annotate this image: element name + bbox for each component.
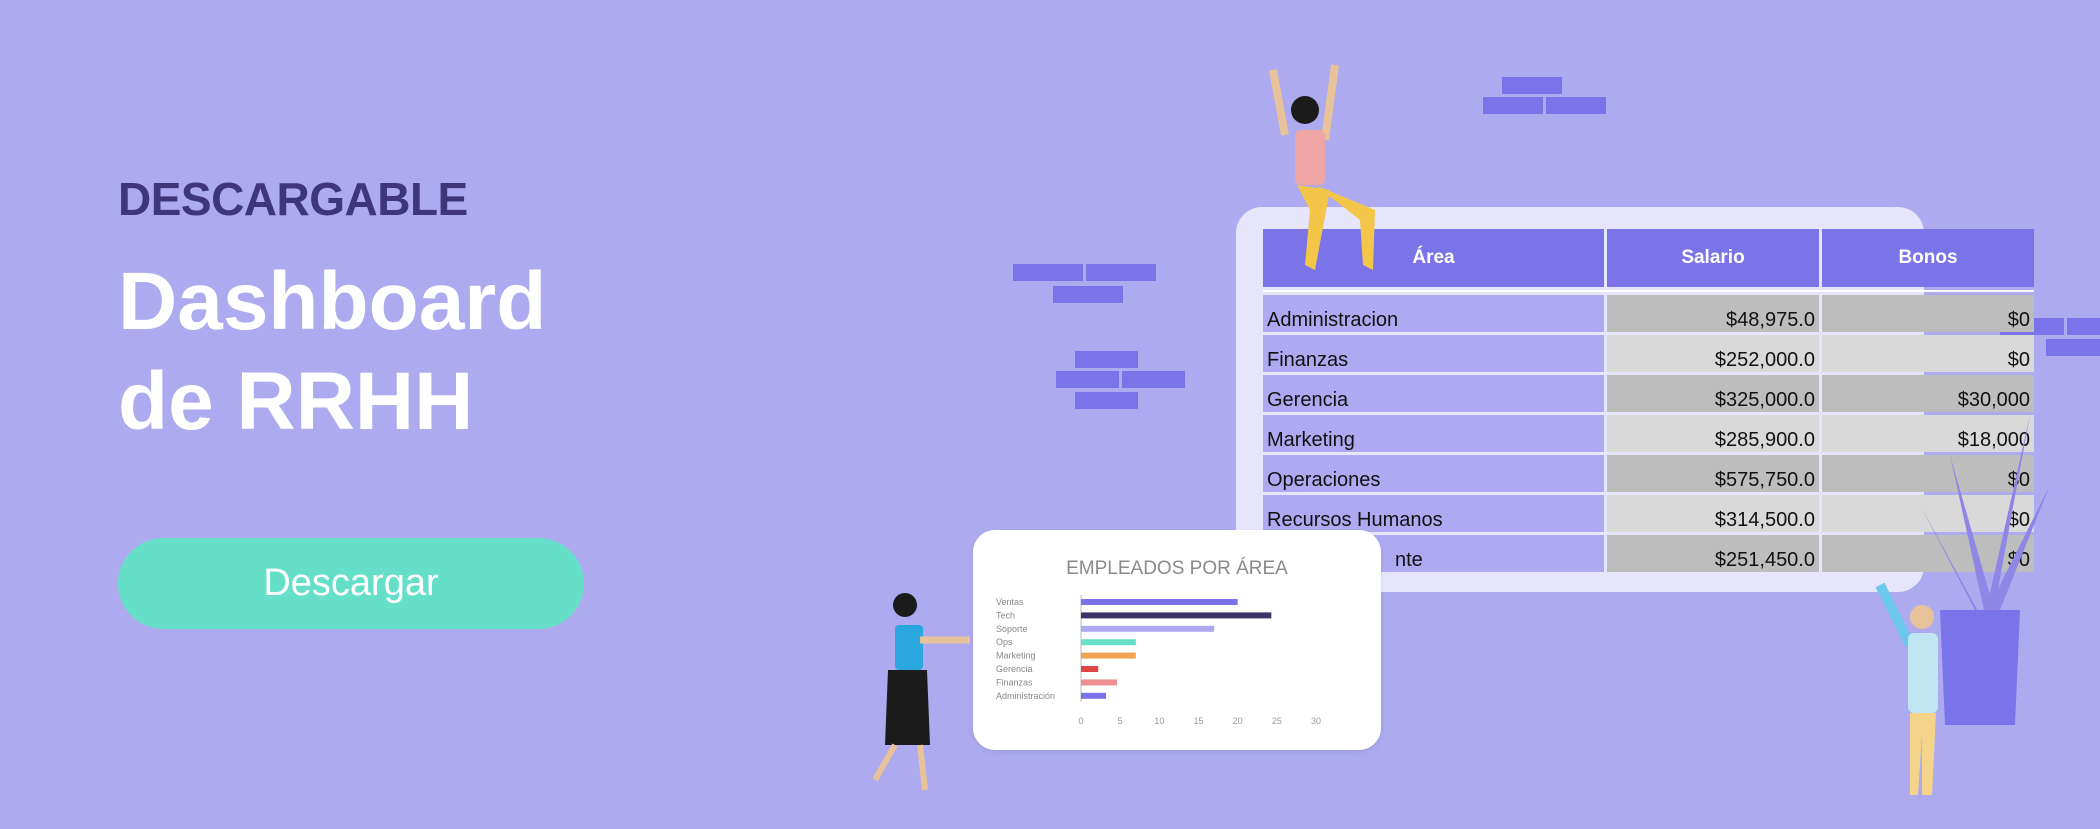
cell-bonos: $0: [1822, 335, 2034, 372]
chart-card: EMPLEADOS POR ÁREA Ventas Tech Soporte Ops M…: [973, 530, 1381, 750]
category-label: Ventas: [996, 597, 1024, 607]
cell-salario: $251,450.0: [1607, 535, 1819, 572]
bar-tech: [1081, 612, 1272, 619]
column-header-salario: Salario: [1607, 229, 1819, 287]
category-label: Soporte: [996, 624, 1028, 634]
category-label: Finanzas: [996, 677, 1033, 687]
category-label: Administración: [996, 691, 1055, 701]
column-header-bonos: Bonos: [1822, 229, 2034, 287]
cell-salario: $48,975.0: [1607, 295, 1819, 332]
cell-area: Recursos Humanos: [1263, 495, 1604, 532]
table-row: Gerencia $325,000.0 $30,000: [1263, 375, 2034, 412]
table-row: Recursos Humanos $314,500.0 $0: [1263, 495, 2034, 532]
plant-illustration: [1920, 415, 2050, 725]
cell-salario: $252,000.0: [1607, 335, 1819, 372]
cell-salario: $575,750.0: [1607, 455, 1819, 492]
category-label: Marketing: [996, 651, 1036, 661]
table-row: Marketing $285,900.0 $18,000: [1263, 415, 2034, 452]
category-label: Tech: [996, 610, 1015, 620]
woman-sitting-illustration: [1269, 64, 1375, 270]
cell-area: Finanzas: [1263, 335, 1604, 372]
x-tick-label: 5: [1118, 716, 1123, 726]
download-button[interactable]: Descargar: [118, 538, 584, 629]
title-line-2: de RRHH: [118, 356, 474, 447]
table-row: Operaciones $575,750.0 $0: [1263, 455, 2034, 492]
cell-area: Administracion: [1263, 295, 1604, 332]
table-row: Administracion $48,975.0 $0: [1263, 295, 2034, 332]
cell-area: Marketing: [1263, 415, 1604, 452]
man-standing-illustration: [1875, 582, 1938, 795]
x-tick-label: 15: [1193, 716, 1203, 726]
x-tick-label: 25: [1272, 716, 1282, 726]
cell-bonos: $0: [1822, 295, 2034, 332]
cell-salario: $325,000.0: [1607, 375, 1819, 412]
x-tick-label: 20: [1233, 716, 1243, 726]
cell-area: Gerencia: [1263, 375, 1604, 412]
woman-standing-illustration: [872, 593, 970, 791]
employees-bar-chart: Ventas Tech Soporte Ops Marketing Gerencia Fin…: [996, 595, 1321, 726]
cell-salario: $285,900.0: [1607, 415, 1819, 452]
category-label: Ops: [996, 637, 1013, 647]
cell-bonos: $0: [1822, 495, 2034, 532]
bar-finanzas: [1081, 679, 1118, 686]
x-tick-label: 0: [1078, 716, 1083, 726]
eyebrow-label: DESCARGABLE: [118, 173, 468, 225]
bar-ventas: [1081, 599, 1238, 605]
bar-soporte: [1081, 625, 1215, 632]
cell-area: Operaciones: [1263, 455, 1604, 492]
bar-administración: [1081, 692, 1107, 699]
bar-gerencia: [1081, 666, 1099, 672]
chart-title: EMPLEADOS POR ÁREA: [1066, 558, 1288, 579]
x-tick-label: 10: [1154, 716, 1164, 726]
cell-salario: $314,500.0: [1607, 495, 1819, 532]
x-tick-label: 30: [1311, 716, 1321, 726]
cell-bonos: $18,000: [1822, 415, 2034, 452]
page-title: Dashboard de RRHH: [118, 252, 546, 452]
category-label: Gerencia: [996, 664, 1033, 674]
cell-bonos: $30,000: [1822, 375, 2034, 412]
bar-marketing: [1081, 652, 1136, 659]
bar-ops: [1081, 639, 1136, 646]
title-line-1: Dashboard: [118, 256, 547, 347]
table-row: Finanzas $252,000.0 $0: [1263, 335, 2034, 372]
cell-bonos: $0: [1822, 455, 2034, 492]
